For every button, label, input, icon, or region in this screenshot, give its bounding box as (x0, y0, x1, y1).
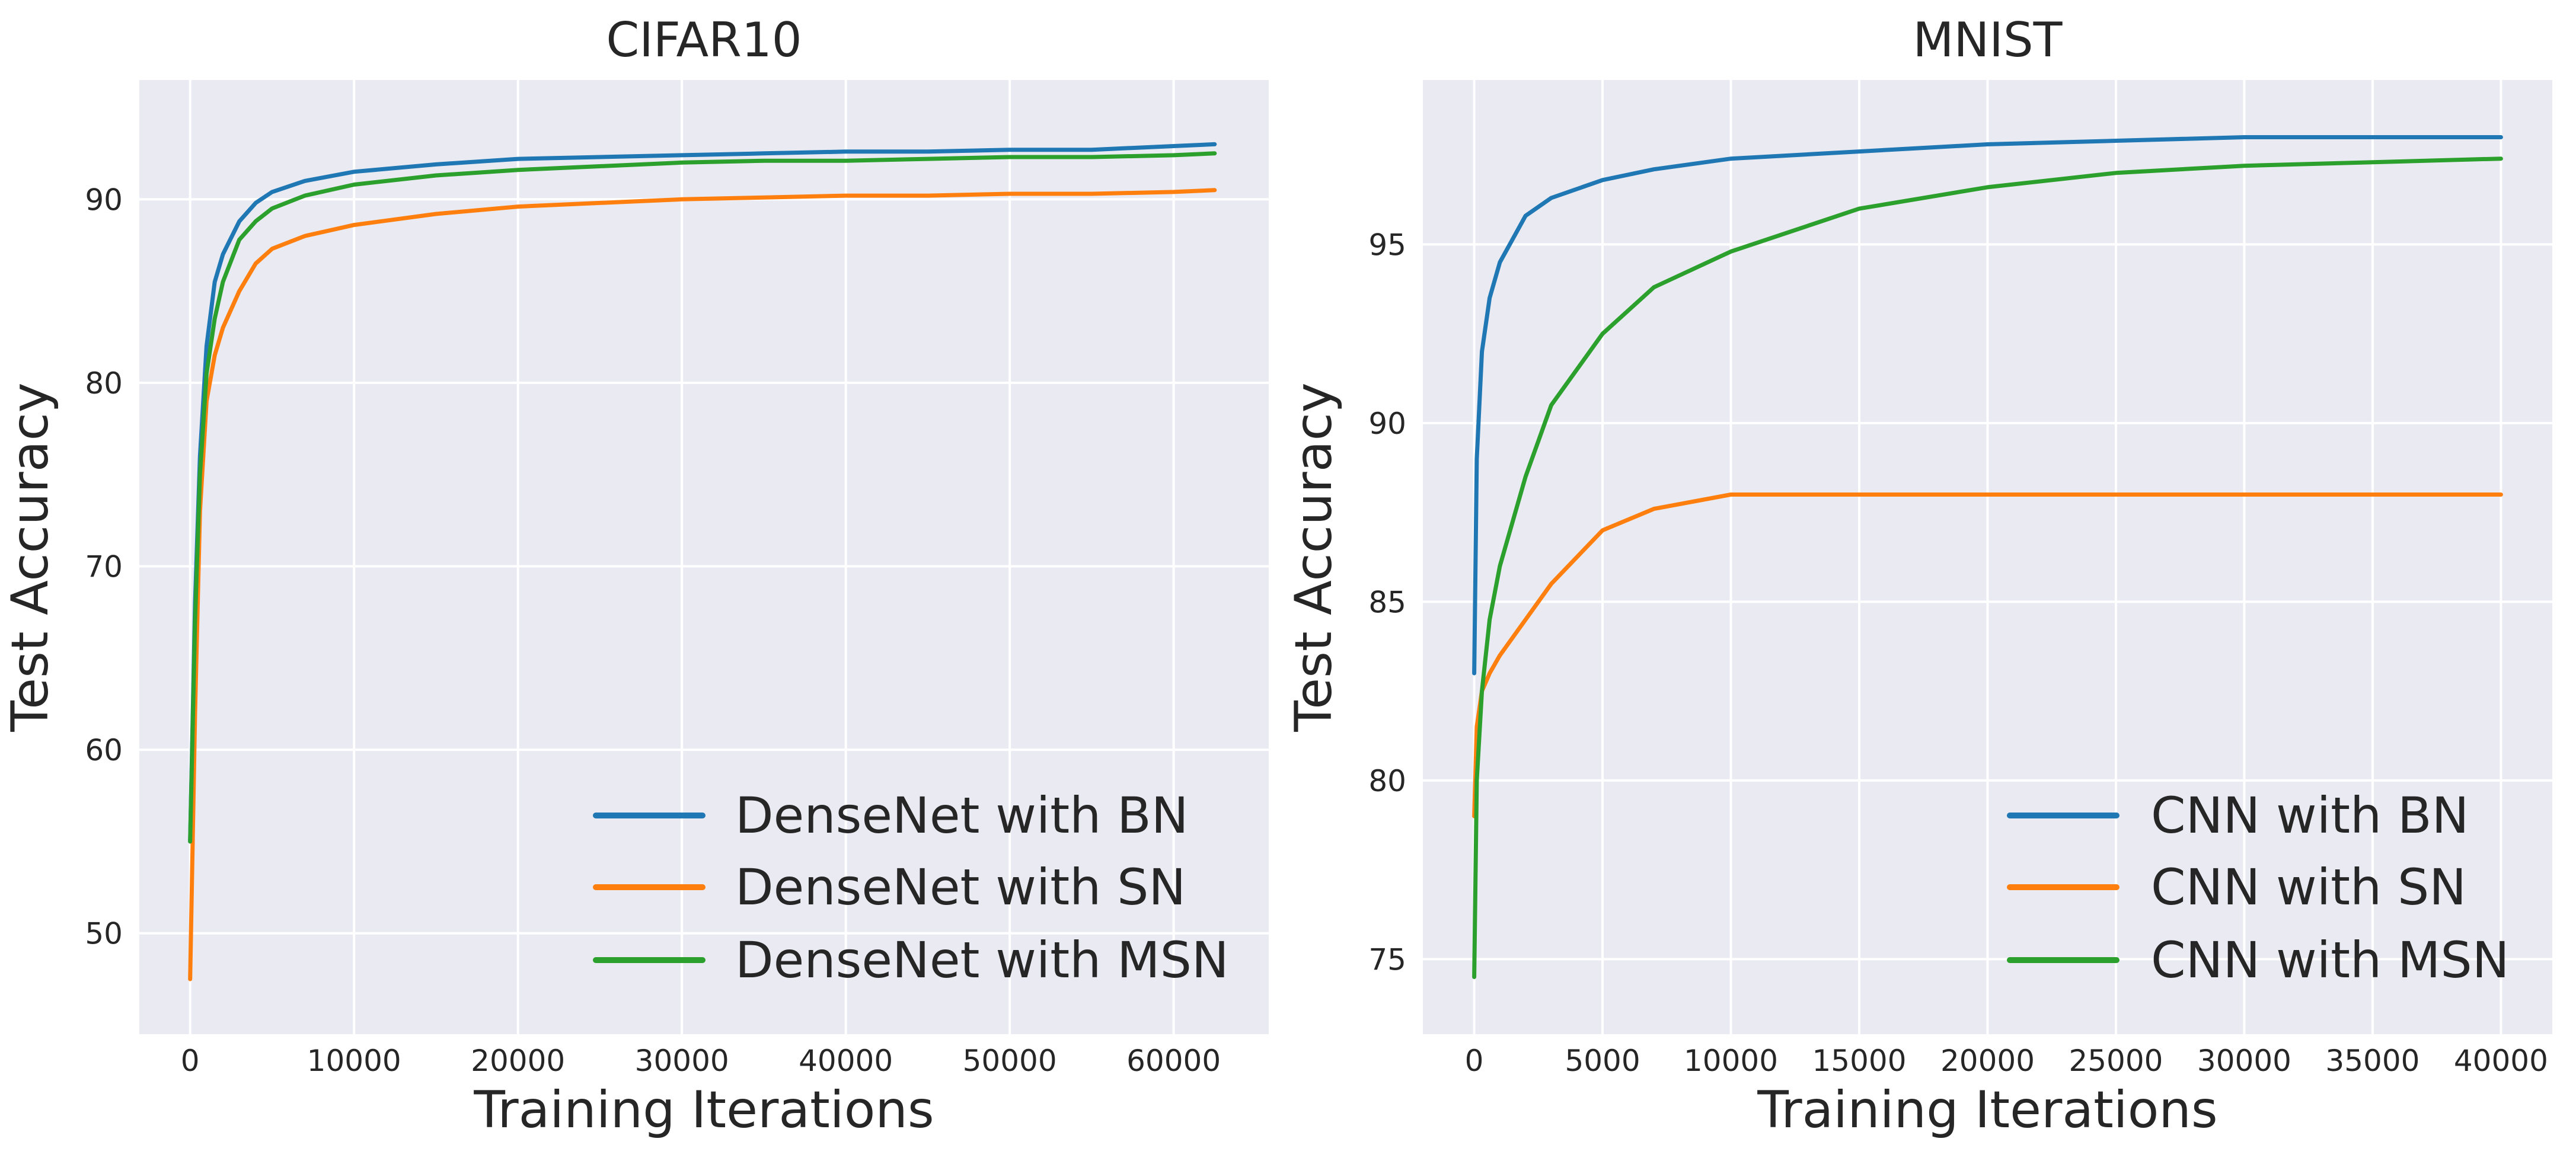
mnist-x-tick-label: 10000 (1684, 1044, 1778, 1078)
mnist-legend-label-1: CNN with BN (2151, 786, 2469, 845)
mnist-series-line-2 (1472, 492, 2503, 818)
cifar10-legend-label-3: DenseNet with MSN (735, 931, 1229, 989)
mnist-y-tick-label: 90 (1368, 407, 1406, 441)
mnist-x-tick-label: 40000 (2454, 1044, 2548, 1078)
cifar10-y-tick-label: 80 (85, 366, 123, 401)
cifar10-x-tick-label: 60000 (1126, 1044, 1221, 1078)
cifar10-legend-label-2: DenseNet with SN (735, 858, 1186, 916)
mnist-x-tick-label: 30000 (2197, 1044, 2291, 1078)
cifar10-y-tick-label: 60 (85, 733, 123, 767)
cifar10-plot-area (139, 80, 1269, 1034)
mnist-panel: 0 5000 10000 15000 20000 25000 30000 35000 40000… (1284, 12, 2552, 1140)
cifar10-chart-title: CIFAR10 (606, 12, 802, 68)
cifar10-series-group (188, 142, 1217, 981)
cifar10-y-tick-label: 50 (85, 917, 123, 951)
cifar10-x-tick-label: 40000 (799, 1044, 893, 1078)
mnist-x-tick-label: 25000 (2069, 1044, 2163, 1078)
cifar10-legend-label-1: DenseNet with BN (735, 786, 1189, 845)
cifar10-y-axis-label: Test Accuracy (1, 382, 60, 732)
mnist-x-tick-label: 35000 (2325, 1044, 2419, 1078)
mnist-legend-label-2: CNN with SN (2151, 858, 2466, 916)
mnist-y-tick-label: 95 (1368, 228, 1406, 262)
mnist-y-tick-label: 75 (1368, 942, 1406, 977)
cifar10-x-tick-label: 10000 (307, 1044, 401, 1078)
mnist-legend-label-3: CNN with MSN (2151, 931, 2510, 989)
cifar10-x-axis-label: Training Iterations (473, 1080, 934, 1140)
mnist-y-tick-label: 85 (1368, 585, 1406, 619)
mnist-series-line-1 (1472, 135, 2503, 676)
cifar10-series-line-3 (188, 151, 1217, 844)
mnist-x-tick-label: 20000 (1940, 1044, 2035, 1078)
mnist-series-line-3 (1472, 156, 2503, 979)
cifar10-series-line-1 (188, 142, 1217, 844)
mnist-x-axis-label: Training Iterations (1757, 1080, 2217, 1140)
cifar10-y-tick-label: 70 (85, 549, 123, 584)
cifar10-legend: DenseNet with BN DenseNet with SN DenseNet… (593, 786, 1229, 989)
mnist-x-tick-label: 0 (1465, 1044, 1484, 1078)
cifar10-x-tick-label: 0 (181, 1044, 200, 1078)
mnist-y-axis-label: Test Accuracy (1284, 382, 1343, 732)
mnist-chart-title: MNIST (1913, 12, 2063, 68)
cifar10-x-tick-label: 50000 (963, 1044, 1057, 1078)
mnist-y-tick-label: 80 (1368, 764, 1406, 798)
cifar10-panel: 0 10000 20000 30000 40000 50000 60000 50 60 70 80 9… (1, 12, 1269, 1140)
mnist-x-tick-label: 5000 (1565, 1044, 1640, 1078)
mnist-x-tick-label: 15000 (1812, 1044, 1906, 1078)
mnist-series-group (1472, 135, 2503, 979)
mnist-legend: CNN with BN CNN with SN CNN with MSN (2007, 786, 2510, 989)
cifar10-y-tick-label: 90 (85, 183, 123, 217)
cifar10-x-tick-label: 30000 (635, 1044, 729, 1078)
cifar10-series-line-2 (188, 188, 1217, 981)
cifar10-x-tick-label: 20000 (471, 1044, 565, 1078)
